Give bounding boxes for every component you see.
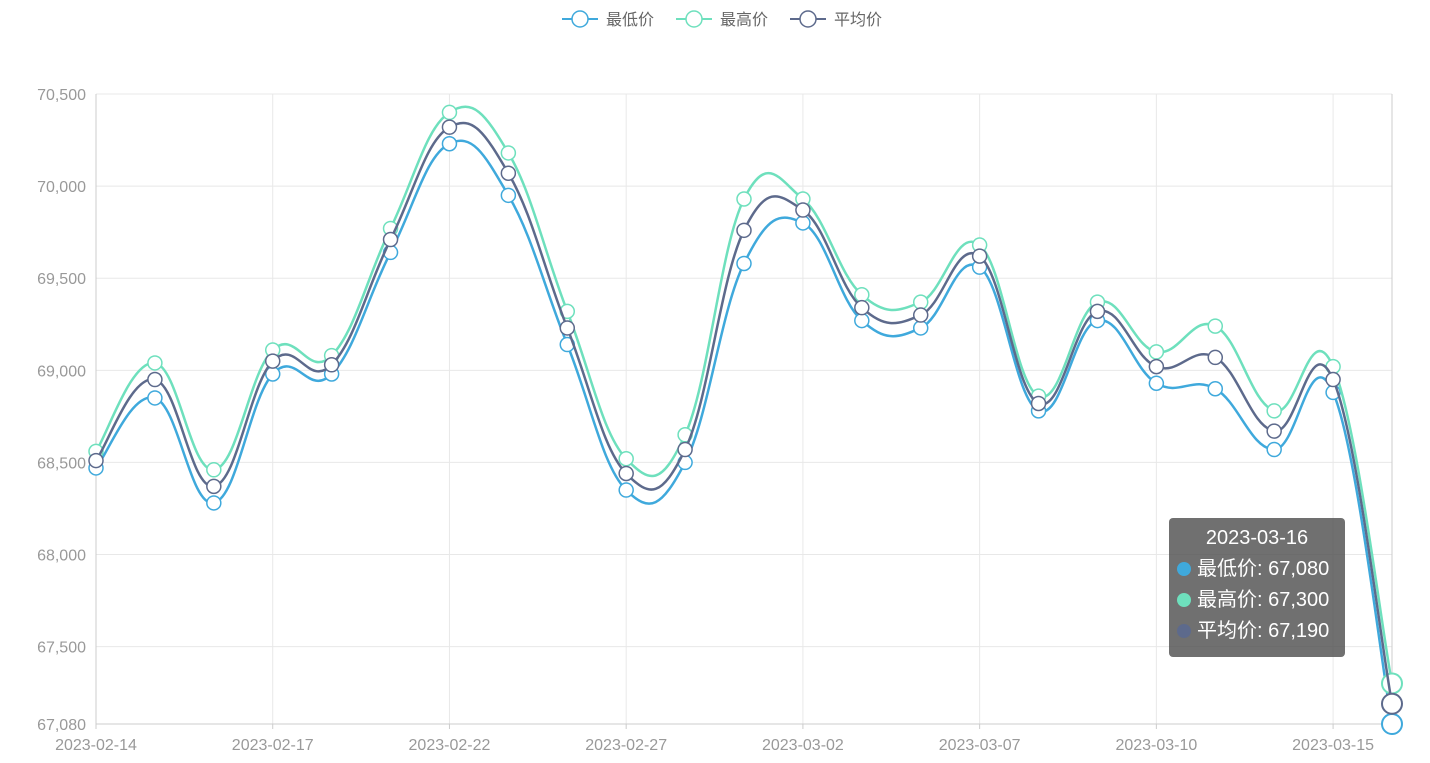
x-tick-label: 2023-02-14	[55, 737, 137, 754]
axis-layer: 67,080 67,500 68,000 68,500 69,000 69,500 70,0…	[37, 87, 1392, 754]
data-point-avg[interactable]	[1207, 349, 1224, 366]
legend-item-low[interactable]: 最低价	[562, 10, 654, 29]
y-tick-label: 70,500	[37, 87, 86, 104]
x-tick-label: 2023-02-22	[409, 737, 491, 754]
data-point-high[interactable]	[206, 462, 222, 478]
data-point-low[interactable]	[206, 495, 222, 511]
tooltip-avg-value: 平均价: 67,190	[1197, 620, 1330, 642]
legend-item-high[interactable]: 最高价	[676, 10, 768, 29]
data-point-avg[interactable]	[854, 299, 870, 316]
legend-label: 最低价	[606, 11, 654, 29]
data-point-avg[interactable]	[912, 307, 929, 323]
y-tick-label: 69,500	[37, 271, 86, 288]
tooltip-title: 2023-03-16	[1205, 527, 1309, 549]
data-point-avg[interactable]	[1089, 303, 1106, 320]
data-point-avg[interactable]	[323, 357, 340, 373]
data-point-low[interactable]	[736, 255, 752, 272]
y-tick-label: 68,500	[37, 455, 86, 472]
x-tick-label: 2023-03-10	[1115, 737, 1197, 754]
data-point-low[interactable]	[1207, 380, 1224, 397]
tooltip-row-avg: 平均价: 67,190	[1177, 616, 1345, 647]
data-point-avg[interactable]	[382, 231, 399, 248]
data-point-avg[interactable]	[971, 248, 988, 264]
data-point-high[interactable]	[854, 287, 870, 303]
data-point-avg[interactable]	[618, 465, 634, 482]
x-tick-label: 2023-02-17	[232, 737, 314, 754]
data-point-low[interactable]	[795, 215, 811, 231]
data-point-avg[interactable]	[1148, 358, 1165, 375]
y-tick-label: 70,000	[37, 179, 86, 196]
data-point-low[interactable]	[912, 320, 929, 336]
data-point-avg[interactable]	[795, 202, 811, 218]
x-tick-label: 2023-03-15	[1292, 737, 1374, 754]
data-point-high[interactable]	[441, 104, 458, 121]
x-tick-label: 2023-03-07	[939, 737, 1021, 754]
data-point-high[interactable]	[618, 450, 634, 467]
data-point-avg[interactable]	[1266, 423, 1282, 439]
data-point-low[interactable]	[147, 390, 163, 406]
legend-circle-icon	[799, 10, 817, 28]
data-point-high[interactable]	[736, 191, 752, 207]
data-point-avg[interactable]	[206, 478, 222, 495]
data-point-high[interactable]	[1381, 672, 1403, 695]
data-point-high[interactable]	[147, 355, 163, 371]
data-point-low[interactable]	[618, 482, 634, 498]
series-layer	[88, 104, 1403, 735]
data-point-low[interactable]	[854, 312, 870, 329]
data-point-high[interactable]	[912, 294, 929, 310]
legend-label: 最高价	[720, 11, 768, 29]
data-point-low[interactable]	[500, 187, 517, 204]
data-point-avg[interactable]	[1325, 371, 1341, 388]
data-point-avg[interactable]	[1381, 692, 1403, 715]
tooltip-high-value: 最高价: 67,300	[1197, 589, 1330, 611]
high-series-dot-icon	[1177, 593, 1191, 607]
data-point-avg[interactable]	[677, 441, 693, 458]
tooltip: 2023-03-16 最低价: 67,080 最高价: 67,300 平均价: …	[1169, 518, 1345, 657]
data-point-avg[interactable]	[736, 222, 752, 239]
data-point-avg[interactable]	[1030, 395, 1047, 412]
x-tick-label: 2023-03-02	[762, 737, 844, 754]
data-point-avg[interactable]	[264, 353, 281, 369]
data-point-low[interactable]	[1266, 441, 1282, 458]
data-point-low[interactable]	[1148, 375, 1165, 391]
tooltip-low-value: 最低价: 67,080	[1197, 558, 1330, 580]
data-point-high[interactable]	[1266, 403, 1282, 419]
data-point-avg[interactable]	[441, 119, 458, 135]
low-series-dot-icon	[1177, 562, 1191, 576]
legend-item-avg[interactable]: 平均价	[790, 10, 882, 29]
legend[interactable]: 最低价 最高价 平均价	[562, 10, 882, 29]
y-tick-label: 67,500	[37, 640, 86, 657]
data-point-high[interactable]	[1148, 344, 1165, 360]
x-tick-label: 2023-02-27	[585, 737, 667, 754]
y-tick-label: 67,080	[37, 717, 86, 734]
y-tick-label: 68,000	[37, 548, 86, 565]
data-point-avg[interactable]	[88, 452, 104, 469]
data-point-low[interactable]	[1381, 713, 1403, 735]
legend-circle-icon	[685, 10, 703, 28]
legend-label: 平均价	[834, 11, 882, 29]
data-point-high[interactable]	[1207, 318, 1224, 334]
legend-circle-icon	[571, 10, 589, 28]
avg-series-dot-icon	[1177, 624, 1191, 638]
tooltip-row-low: 最低价: 67,080	[1177, 554, 1345, 585]
data-point-low[interactable]	[441, 135, 458, 152]
data-point-avg[interactable]	[500, 165, 517, 181]
data-point-avg[interactable]	[147, 371, 163, 388]
y-tick-label: 69,000	[37, 363, 86, 380]
tooltip-row-high: 最高价: 67,300	[1177, 585, 1345, 616]
data-point-avg[interactable]	[559, 320, 576, 336]
data-point-high[interactable]	[500, 145, 517, 161]
